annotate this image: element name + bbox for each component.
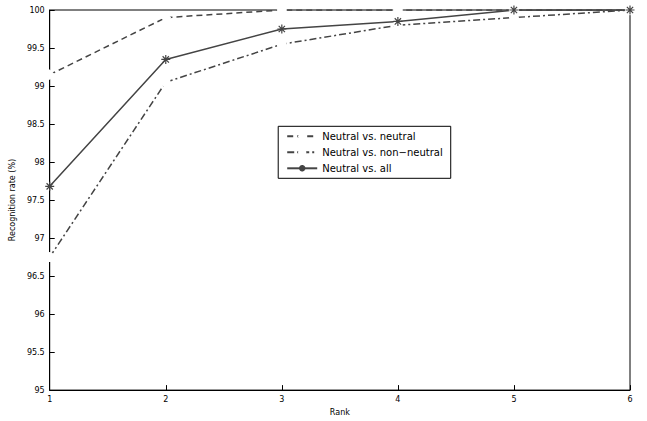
svg-text:3: 3 xyxy=(279,395,284,404)
svg-text:Neutral vs. non−neutral: Neutral vs. non−neutral xyxy=(322,147,443,158)
svg-text:5: 5 xyxy=(511,395,516,404)
svg-text:98.5: 98.5 xyxy=(27,120,45,129)
svg-text:95: 95 xyxy=(35,386,45,395)
svg-text:Neutral vs. neutral: Neutral vs. neutral xyxy=(322,131,415,142)
svg-text:97.5: 97.5 xyxy=(27,196,45,205)
svg-text:97: 97 xyxy=(35,234,45,243)
svg-text:Rank: Rank xyxy=(330,408,350,417)
svg-text:96: 96 xyxy=(35,310,45,319)
svg-text:99: 99 xyxy=(35,82,45,91)
svg-text:99.5: 99.5 xyxy=(27,44,45,53)
svg-text:98: 98 xyxy=(35,158,45,167)
svg-text:Recognition rate (%): Recognition rate (%) xyxy=(8,159,17,241)
svg-text:6: 6 xyxy=(627,395,632,404)
svg-text:96.5: 96.5 xyxy=(27,272,45,281)
svg-text:100: 100 xyxy=(29,6,44,15)
svg-text:4: 4 xyxy=(395,395,400,404)
svg-text:2: 2 xyxy=(163,395,168,404)
svg-text:Neutral vs. all: Neutral vs. all xyxy=(322,163,391,174)
svg-text:95.5: 95.5 xyxy=(27,348,45,357)
svg-text:1: 1 xyxy=(47,395,52,404)
